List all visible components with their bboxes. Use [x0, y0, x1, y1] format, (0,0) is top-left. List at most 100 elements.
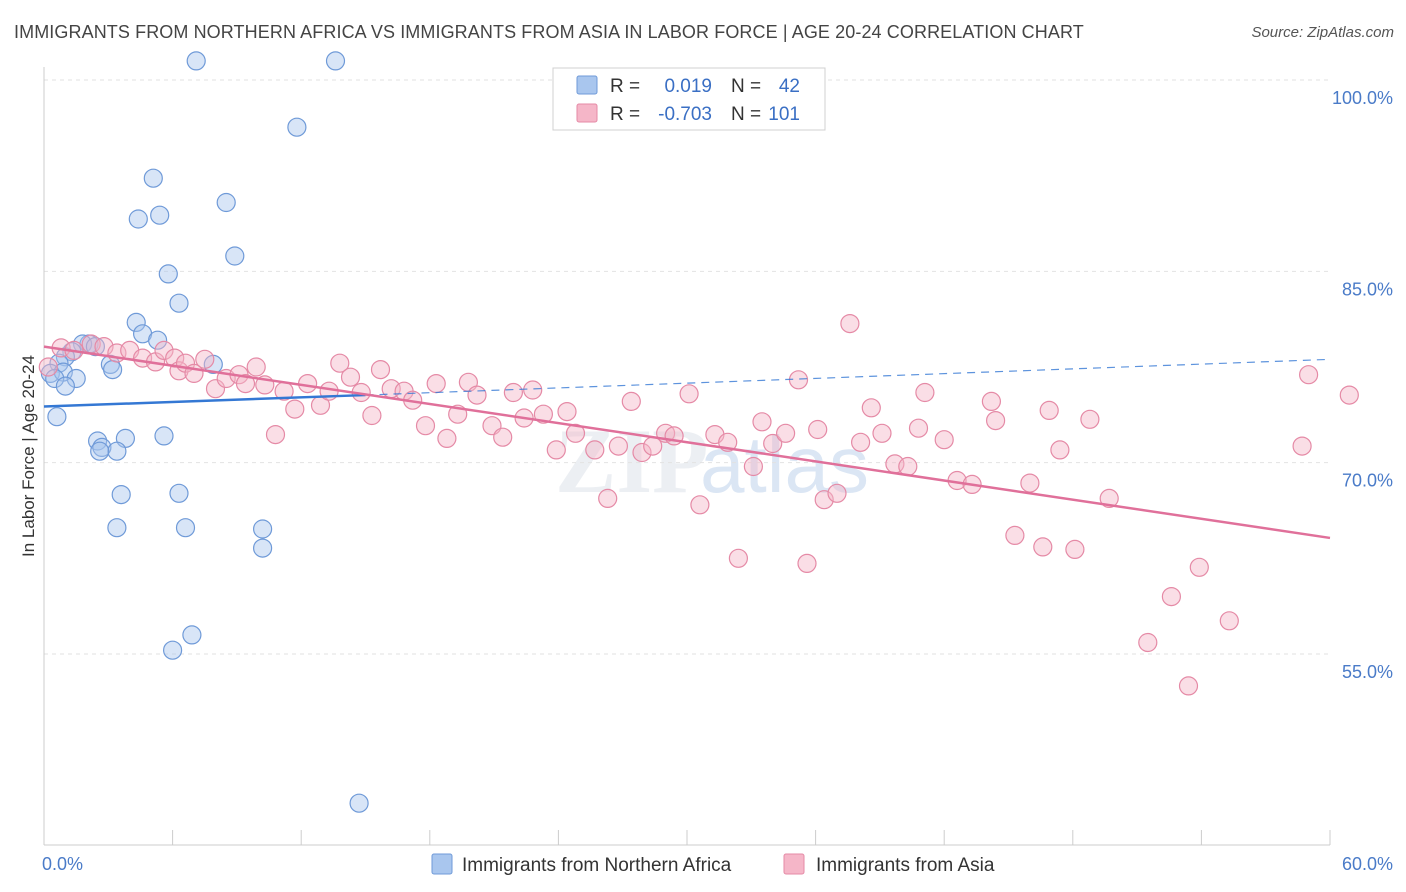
point-asia — [1161, 586, 1182, 607]
point-asia — [285, 399, 305, 419]
point-northern-africa — [349, 793, 369, 813]
y-axis-title: In Labor Force | Age 20-24 — [19, 355, 38, 557]
chart-title: IMMIGRANTS FROM NORTHERN AFRICA VS IMMIG… — [14, 22, 1084, 42]
point-asia — [1138, 632, 1158, 653]
point-asia — [621, 391, 641, 411]
legend-r-label-0: R = — [610, 76, 640, 97]
point-asia — [763, 433, 783, 454]
series-legend-label-asia: Immigrants from Asia — [816, 855, 995, 876]
series-legend-swatch-pink — [783, 853, 805, 875]
point-northern-africa — [66, 368, 86, 389]
legend-swatch-blue — [576, 75, 598, 95]
legend-n-value-0: 42 — [779, 76, 800, 97]
trend-line-asia — [43, 345, 1331, 540]
point-asia — [985, 411, 1006, 431]
point-asia — [775, 423, 796, 443]
point-asia — [1298, 365, 1319, 385]
point-asia — [426, 374, 446, 394]
point-asia — [679, 384, 699, 404]
point-asia — [1020, 473, 1040, 493]
point-asia — [38, 357, 58, 377]
point-asia — [908, 418, 929, 438]
point-asia — [872, 423, 892, 443]
legend-n-label-1: N = — [731, 104, 761, 125]
point-northern-africa — [128, 209, 148, 229]
point-asia — [523, 380, 543, 400]
legend-n-label-0: N = — [731, 76, 761, 97]
point-northern-africa — [253, 538, 273, 558]
x-tick-label-min: 0.0% — [42, 854, 83, 874]
point-asia — [690, 495, 710, 515]
point-northern-africa — [148, 330, 168, 350]
point-northern-africa — [169, 483, 189, 503]
series-northern-africa — [40, 51, 369, 813]
point-asia — [850, 432, 871, 452]
trend-line-northern-africa-extended — [365, 358, 1331, 396]
point-asia — [981, 391, 1002, 411]
point-northern-africa — [126, 312, 146, 332]
point-asia — [546, 440, 566, 460]
point-northern-africa — [287, 117, 307, 137]
point-asia — [298, 374, 318, 394]
legend-r-label-1: R = — [610, 104, 640, 125]
legend-n-value-1: 101 — [768, 104, 800, 125]
trend-lines — [43, 345, 1331, 540]
point-asia — [235, 374, 256, 394]
legend-r-value-1: -0.703 — [658, 104, 712, 125]
point-asia — [154, 340, 174, 360]
point-asia — [1099, 488, 1119, 508]
point-asia — [340, 367, 361, 387]
point-northern-africa — [158, 264, 178, 284]
x-tick-label-max: 60.0% — [1342, 854, 1393, 874]
point-northern-africa — [102, 360, 123, 380]
point-asia — [1219, 611, 1239, 631]
y-tick-label: 55.0% — [1342, 662, 1393, 682]
chart-source: Source: ZipAtlas.com — [1251, 24, 1394, 41]
point-northern-africa — [143, 168, 163, 188]
point-northern-africa — [154, 426, 174, 446]
x-axis-ticks — [43, 830, 1331, 845]
point-northern-africa — [45, 368, 65, 389]
point-asia — [533, 404, 554, 424]
point-asia — [898, 456, 918, 477]
point-asia — [808, 419, 828, 440]
legend-swatch-pink — [576, 103, 598, 123]
point-northern-africa — [150, 205, 170, 225]
point-asia — [330, 353, 350, 373]
point-asia — [598, 488, 618, 508]
series-legend: Immigrants from Northern Africa Immigran… — [431, 853, 995, 876]
point-northern-africa — [169, 293, 189, 313]
point-asia — [1065, 539, 1085, 560]
point-northern-africa — [55, 376, 76, 396]
point-asia — [1080, 409, 1100, 429]
point-asia — [265, 425, 286, 445]
point-asia — [437, 428, 457, 448]
point-asia — [797, 553, 817, 574]
stats-legend: R = 0.019 N = 42 R = -0.703 N = 101 — [552, 67, 826, 131]
point-asia — [1339, 385, 1359, 405]
point-northern-africa — [253, 519, 273, 539]
point-asia — [195, 349, 215, 369]
point-asia — [493, 427, 513, 447]
point-asia — [861, 398, 881, 418]
point-asia — [608, 436, 629, 456]
point-asia — [1039, 400, 1059, 420]
point-northern-africa — [216, 192, 236, 213]
point-northern-africa — [47, 407, 67, 427]
point-asia — [503, 382, 524, 403]
series-legend-swatch-blue — [431, 853, 453, 875]
point-asia — [1050, 440, 1070, 460]
point-northern-africa — [175, 518, 196, 538]
point-northern-africa — [90, 441, 110, 461]
point-asia — [467, 385, 487, 405]
y-axis-tick-labels: 55.0% 70.0% 85.0% 100.0% — [1332, 88, 1393, 682]
series-asia — [38, 314, 1359, 696]
point-northern-africa — [186, 51, 206, 71]
trend-line-northern-africa — [43, 393, 366, 408]
point-northern-africa — [163, 640, 183, 660]
y-tick-label: 100.0% — [1332, 88, 1393, 108]
point-asia — [362, 405, 382, 426]
point-asia — [1292, 436, 1312, 456]
point-northern-africa — [107, 441, 127, 461]
